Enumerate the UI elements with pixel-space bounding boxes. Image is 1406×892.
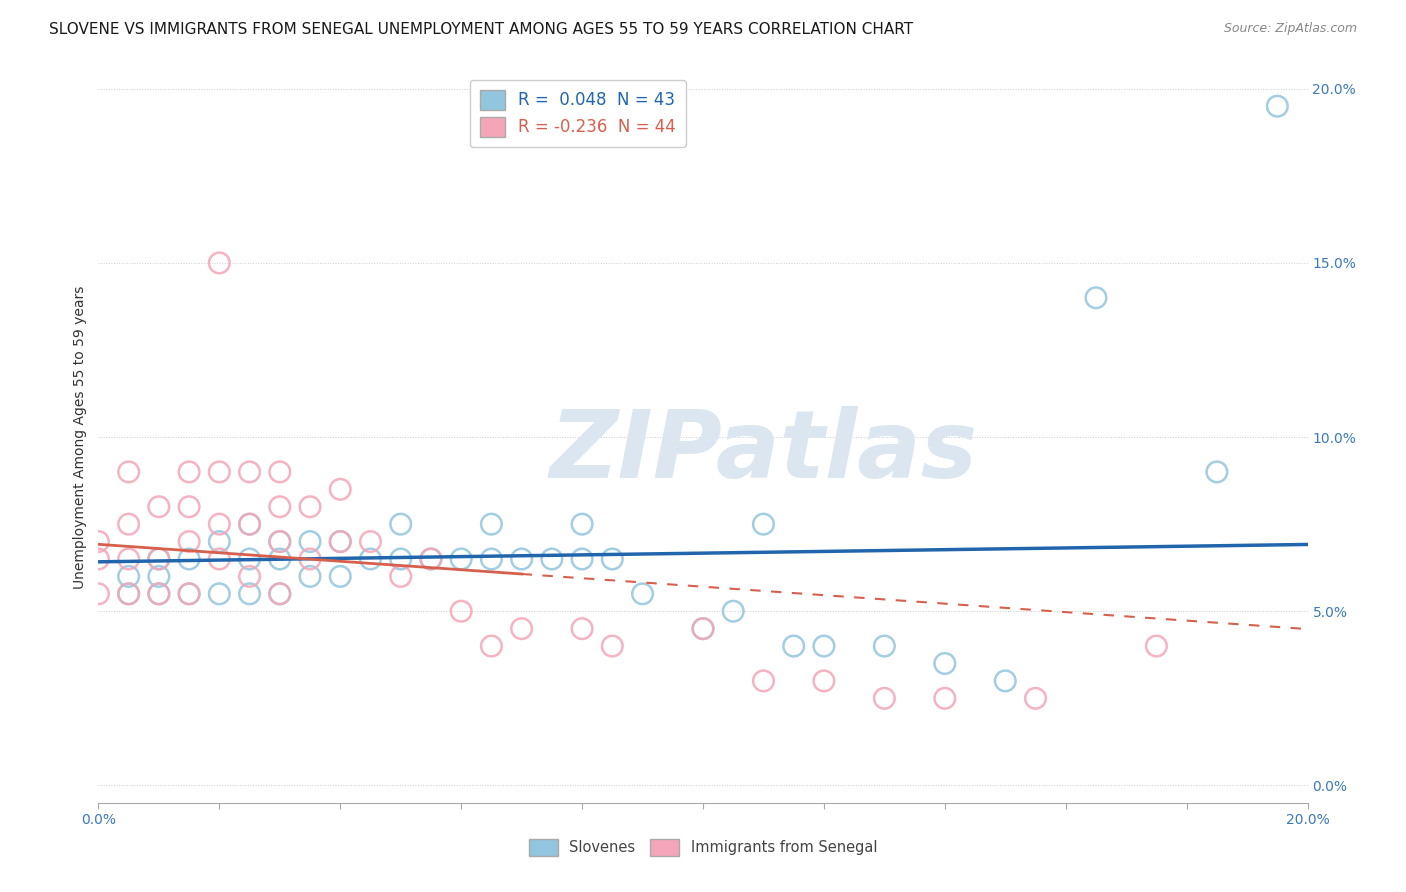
Point: [269, 552, 291, 566]
Point: [360, 552, 382, 566]
Point: [934, 691, 956, 706]
Point: [118, 587, 141, 601]
Point: [118, 569, 141, 583]
Point: [631, 587, 654, 601]
Point: [481, 517, 503, 532]
Point: [118, 465, 141, 479]
Point: [148, 587, 170, 601]
Point: [179, 500, 201, 514]
Point: [299, 569, 322, 583]
Point: [269, 465, 291, 479]
Point: [692, 622, 714, 636]
Point: [208, 517, 231, 532]
Point: [269, 500, 291, 514]
Point: [179, 534, 201, 549]
Point: [299, 534, 322, 549]
Text: SLOVENE VS IMMIGRANTS FROM SENEGAL UNEMPLOYMENT AMONG AGES 55 TO 59 YEARS CORREL: SLOVENE VS IMMIGRANTS FROM SENEGAL UNEMP…: [49, 22, 914, 37]
Point: [148, 569, 170, 583]
Point: [148, 587, 170, 601]
Point: [934, 657, 956, 671]
Point: [239, 465, 262, 479]
Point: [329, 534, 352, 549]
Point: [179, 465, 201, 479]
Point: [208, 534, 231, 549]
Point: [148, 500, 170, 514]
Point: [994, 673, 1017, 688]
Point: [1267, 99, 1289, 113]
Point: [269, 534, 291, 549]
Point: [510, 622, 533, 636]
Point: [148, 552, 170, 566]
Point: [813, 673, 835, 688]
Point: [118, 587, 141, 601]
Point: [389, 569, 412, 583]
Point: [360, 534, 382, 549]
Point: [87, 552, 110, 566]
Point: [389, 517, 412, 532]
Point: [571, 622, 593, 636]
Point: [723, 604, 745, 618]
Point: [602, 552, 624, 566]
Point: [602, 639, 624, 653]
Point: [481, 552, 503, 566]
Point: [540, 552, 562, 566]
Point: [783, 639, 806, 653]
Text: Source: ZipAtlas.com: Source: ZipAtlas.com: [1223, 22, 1357, 36]
Point: [179, 552, 201, 566]
Point: [450, 552, 472, 566]
Point: [179, 587, 201, 601]
Point: [571, 517, 593, 532]
Point: [208, 552, 231, 566]
Point: [87, 587, 110, 601]
Point: [873, 691, 896, 706]
Text: ZIPatlas: ZIPatlas: [550, 406, 977, 498]
Point: [510, 552, 533, 566]
Point: [208, 587, 231, 601]
Point: [1024, 691, 1046, 706]
Point: [1206, 465, 1229, 479]
Point: [299, 500, 322, 514]
Point: [450, 604, 472, 618]
Point: [118, 552, 141, 566]
Point: [239, 587, 262, 601]
Point: [239, 517, 262, 532]
Point: [239, 552, 262, 566]
Point: [179, 587, 201, 601]
Point: [269, 534, 291, 549]
Point: [420, 552, 443, 566]
Legend: Slovenes, Immigrants from Senegal: Slovenes, Immigrants from Senegal: [523, 833, 883, 862]
Point: [299, 552, 322, 566]
Point: [87, 534, 110, 549]
Point: [269, 587, 291, 601]
Point: [239, 569, 262, 583]
Point: [208, 465, 231, 479]
Point: [389, 552, 412, 566]
Point: [571, 552, 593, 566]
Point: [329, 483, 352, 497]
Point: [239, 517, 262, 532]
Point: [752, 673, 775, 688]
Point: [118, 517, 141, 532]
Point: [752, 517, 775, 532]
Point: [329, 569, 352, 583]
Y-axis label: Unemployment Among Ages 55 to 59 years: Unemployment Among Ages 55 to 59 years: [73, 285, 87, 589]
Point: [1085, 291, 1108, 305]
Point: [1144, 639, 1167, 653]
Point: [481, 639, 503, 653]
Point: [420, 552, 443, 566]
Point: [873, 639, 896, 653]
Point: [208, 256, 231, 270]
Point: [813, 639, 835, 653]
Point: [329, 534, 352, 549]
Point: [269, 587, 291, 601]
Point: [148, 552, 170, 566]
Point: [692, 622, 714, 636]
